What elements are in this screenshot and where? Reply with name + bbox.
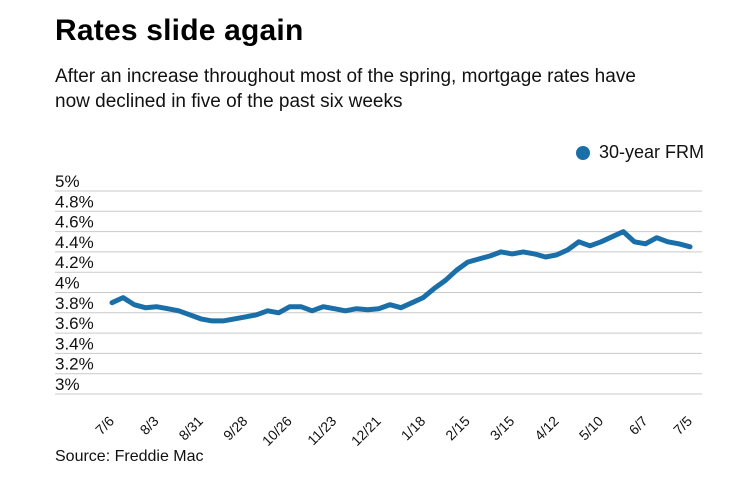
svg-text:12/21: 12/21 <box>348 413 384 449</box>
svg-text:4.6%: 4.6% <box>55 213 94 232</box>
svg-text:5%: 5% <box>55 172 80 191</box>
svg-text:3.4%: 3.4% <box>55 334 94 353</box>
svg-text:5/10: 5/10 <box>576 413 607 444</box>
svg-text:3.6%: 3.6% <box>55 314 94 333</box>
svg-text:4%: 4% <box>55 274 80 293</box>
chart-title: Rates slide again <box>55 14 304 47</box>
svg-text:3.2%: 3.2% <box>55 355 94 374</box>
svg-text:8/3: 8/3 <box>137 413 162 438</box>
svg-text:3%: 3% <box>55 375 80 394</box>
chart-subtitle: After an increase throughout most of the… <box>55 66 636 113</box>
svg-text:10/26: 10/26 <box>259 413 295 449</box>
svg-text:1/18: 1/18 <box>398 413 429 444</box>
legend-label: 30-year FRM <box>598 142 704 162</box>
svg-text:2/15: 2/15 <box>442 413 473 444</box>
legend: 30-year FRM <box>575 142 704 163</box>
svg-text:6/7: 6/7 <box>626 413 651 438</box>
line-chart: 5%4.8% 4.6%4.4%4.2% 4%3.8%3.6%3.4% 3.2%3% 7/… <box>55 172 702 449</box>
svg-text:8/31: 8/31 <box>175 413 206 444</box>
svg-text:4.2%: 4.2% <box>55 253 94 272</box>
svg-text:4.8%: 4.8% <box>55 192 94 211</box>
svg-text:7/5: 7/5 <box>670 413 695 438</box>
svg-text:11/23: 11/23 <box>304 413 340 449</box>
svg-text:4.4%: 4.4% <box>55 233 94 252</box>
source-note: Source: Freddie Mac <box>55 448 204 465</box>
svg-text:4/12: 4/12 <box>531 413 562 444</box>
svg-text:3/15: 3/15 <box>487 413 518 444</box>
svg-text:3.8%: 3.8% <box>55 294 94 313</box>
svg-text:7/6: 7/6 <box>92 413 117 438</box>
svg-text:9/28: 9/28 <box>220 413 251 444</box>
legend-marker-icon <box>575 145 590 160</box>
